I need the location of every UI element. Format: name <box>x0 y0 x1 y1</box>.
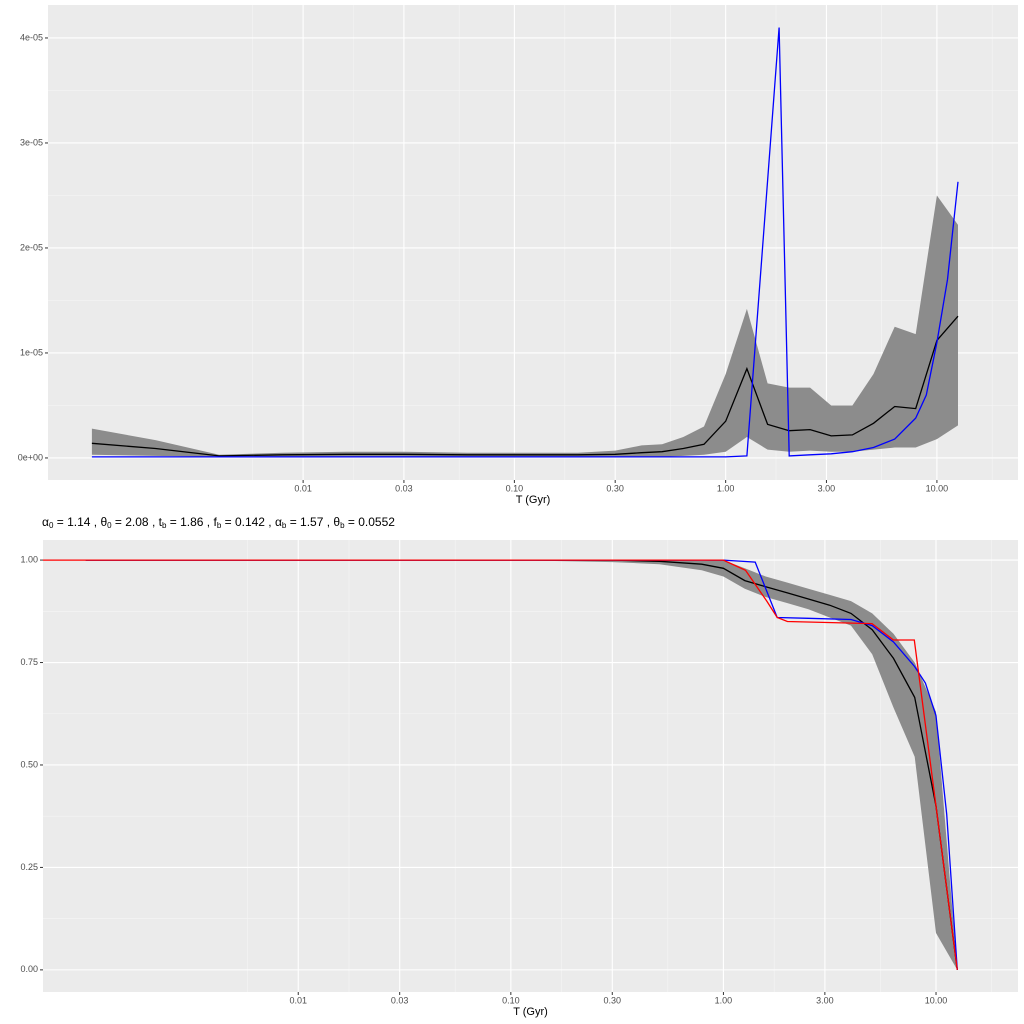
y-tick-label: 0e+00 <box>18 452 43 462</box>
x-tick-label: 0.03 <box>391 995 409 1005</box>
x-axis-label: T (Gyr) <box>513 1006 548 1018</box>
y-tick-label: 1.00 <box>20 554 38 564</box>
line <box>91 315 959 457</box>
y-tick-label: 0.50 <box>20 759 38 769</box>
annotation-symbol: θ <box>100 515 107 529</box>
annotation-text: = 2.08 , <box>112 515 159 529</box>
y-tick-label: 2e-05 <box>20 242 43 252</box>
x-tick-label: 3.00 <box>816 995 834 1005</box>
annotation-subscript: b <box>217 521 222 530</box>
x-tick-label: 1.00 <box>717 483 735 493</box>
y-tick-label: 4e-05 <box>20 32 43 42</box>
x-tick-label: 0.01 <box>294 483 312 493</box>
x-tick-label: 1.00 <box>715 995 733 1005</box>
x-tick-label: 0.03 <box>395 483 413 493</box>
grid <box>48 5 1018 480</box>
annotation-text: = 1.86 , <box>166 515 213 529</box>
y-tick-label: 1e-05 <box>20 347 43 357</box>
x-tick-label: 0.10 <box>502 995 520 1005</box>
annotation-subscript: 0 <box>49 521 54 530</box>
x-tick-label: 0.01 <box>289 995 307 1005</box>
annotation-symbol: f <box>213 515 217 529</box>
annotation-subscript: b <box>340 521 345 530</box>
x-tick-label: 0.10 <box>506 483 524 493</box>
annotation-symbol: t <box>159 515 163 529</box>
annotation-subscript: b <box>162 521 167 530</box>
line <box>43 559 958 970</box>
annotation-symbol: θ <box>333 515 340 529</box>
annotation-text: = 0.142 , <box>221 515 275 529</box>
annotation-text: = 0.0552 <box>345 515 396 529</box>
y-tick-label: 0.75 <box>20 657 38 667</box>
line <box>85 559 958 970</box>
x-tick-label: 0.30 <box>606 483 624 493</box>
annotation-text: = 1.14 , <box>53 515 100 529</box>
y-tick-label: 0.00 <box>20 964 38 974</box>
x-tick-label: 10.00 <box>925 995 948 1005</box>
x-tick-label: 0.30 <box>604 995 622 1005</box>
x-axis-label: T (Gyr) <box>516 494 551 506</box>
plot-panel <box>43 540 1018 992</box>
y-tick-label: 0.25 <box>20 862 38 872</box>
annotation: α0 = 1.14 , θ0 = 2.08 , tb = 1.86 , fb =… <box>42 515 395 530</box>
x-tick-label: 10.00 <box>926 483 949 493</box>
y-tick-label: 3e-05 <box>20 137 43 147</box>
annotation-subscript: 0 <box>107 521 112 530</box>
annotation-subscript: b <box>282 521 287 530</box>
x-tick-label: 3.00 <box>818 483 836 493</box>
annotation-text: = 1.57 , <box>286 515 333 529</box>
confidence-band <box>91 195 958 457</box>
annotation-symbol: α <box>42 515 49 529</box>
line <box>91 27 959 458</box>
annotation-symbol: α <box>275 515 282 529</box>
